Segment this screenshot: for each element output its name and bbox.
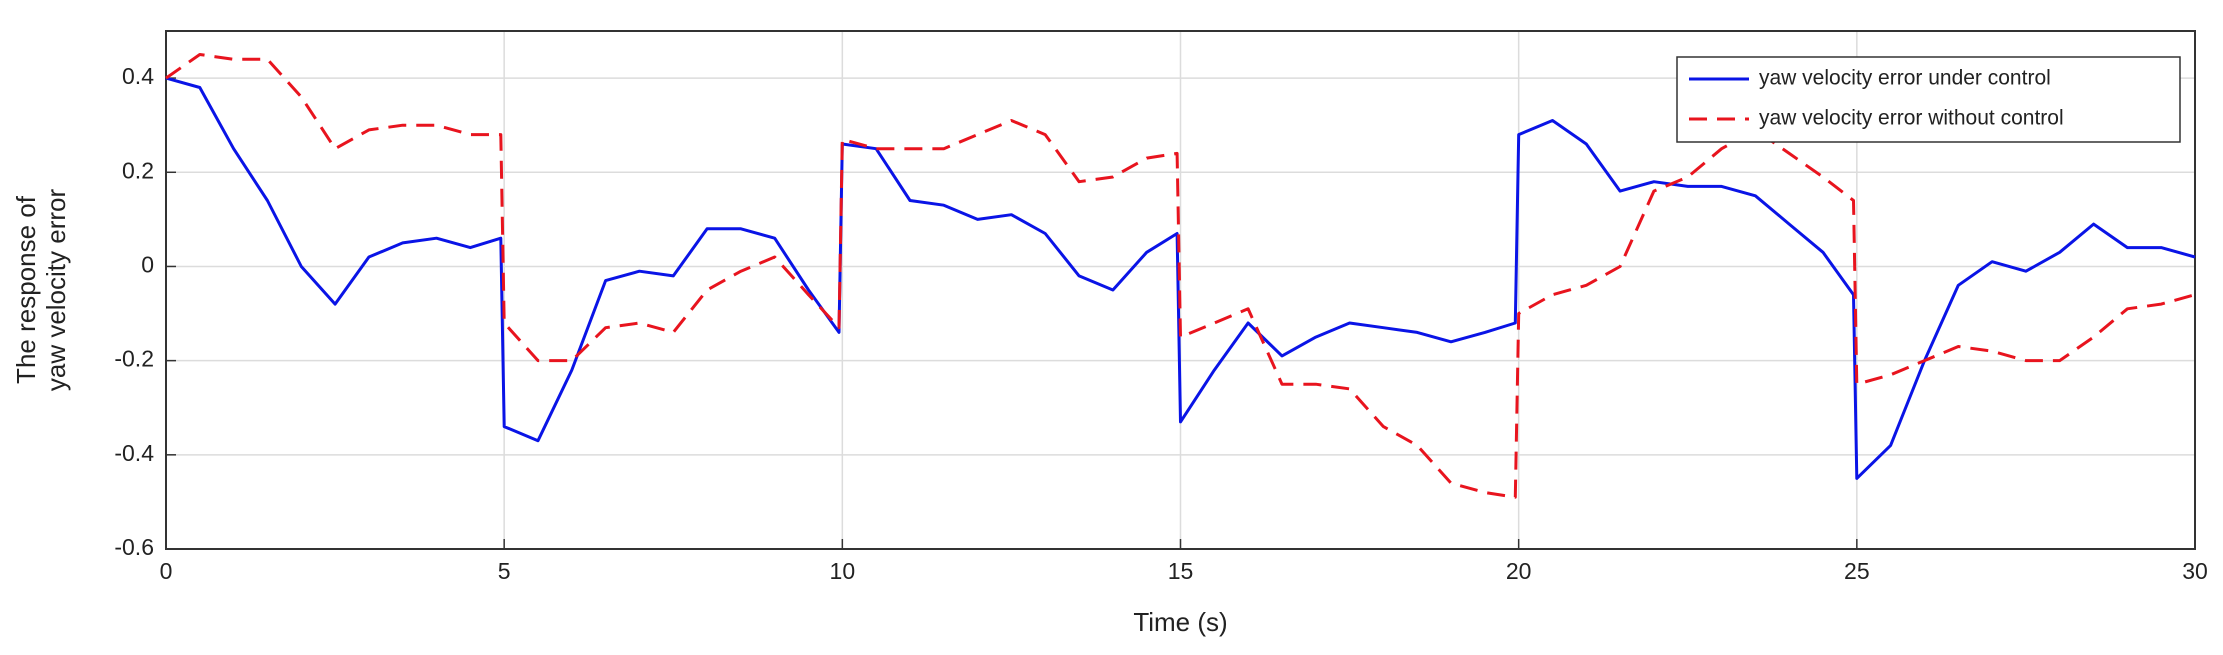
legend-box — [1676, 56, 2181, 143]
series-line — [165, 76, 2196, 480]
y-axis-label-line: yaw velocity error — [41, 189, 71, 392]
y-tick-label: -0.6 — [114, 534, 154, 560]
y-tick-label: 0 — [141, 252, 154, 278]
legend: yaw velocity error under control yaw velo… — [1676, 56, 2181, 143]
x-tick-label: 10 — [830, 558, 856, 584]
x-tick-label: 15 — [1168, 558, 1194, 584]
x-tick-label: 30 — [2182, 558, 2208, 584]
x-tick-label: 0 — [160, 558, 173, 584]
series-line — [165, 53, 2196, 499]
y-tick-label: 0.2 — [122, 157, 154, 183]
y-axis-label: The response ofyaw velocity error — [11, 189, 71, 392]
x-axis-label: Time (s) — [1133, 607, 1227, 637]
x-tick-label: 5 — [498, 558, 511, 584]
y-tick-label: -0.2 — [114, 346, 154, 372]
legend-label: yaw velocity error under control — [1759, 67, 2051, 90]
x-tick-label: 20 — [1506, 558, 1532, 584]
y-axis-label-line: The response of — [11, 195, 41, 384]
plot-frame — [165, 30, 2196, 550]
y-tick-label: -0.4 — [114, 440, 154, 466]
y-tick-label: 0.4 — [122, 63, 154, 89]
x-tick-label: 25 — [1844, 558, 1870, 584]
legend-label: yaw velocity error without control — [1759, 107, 2064, 130]
